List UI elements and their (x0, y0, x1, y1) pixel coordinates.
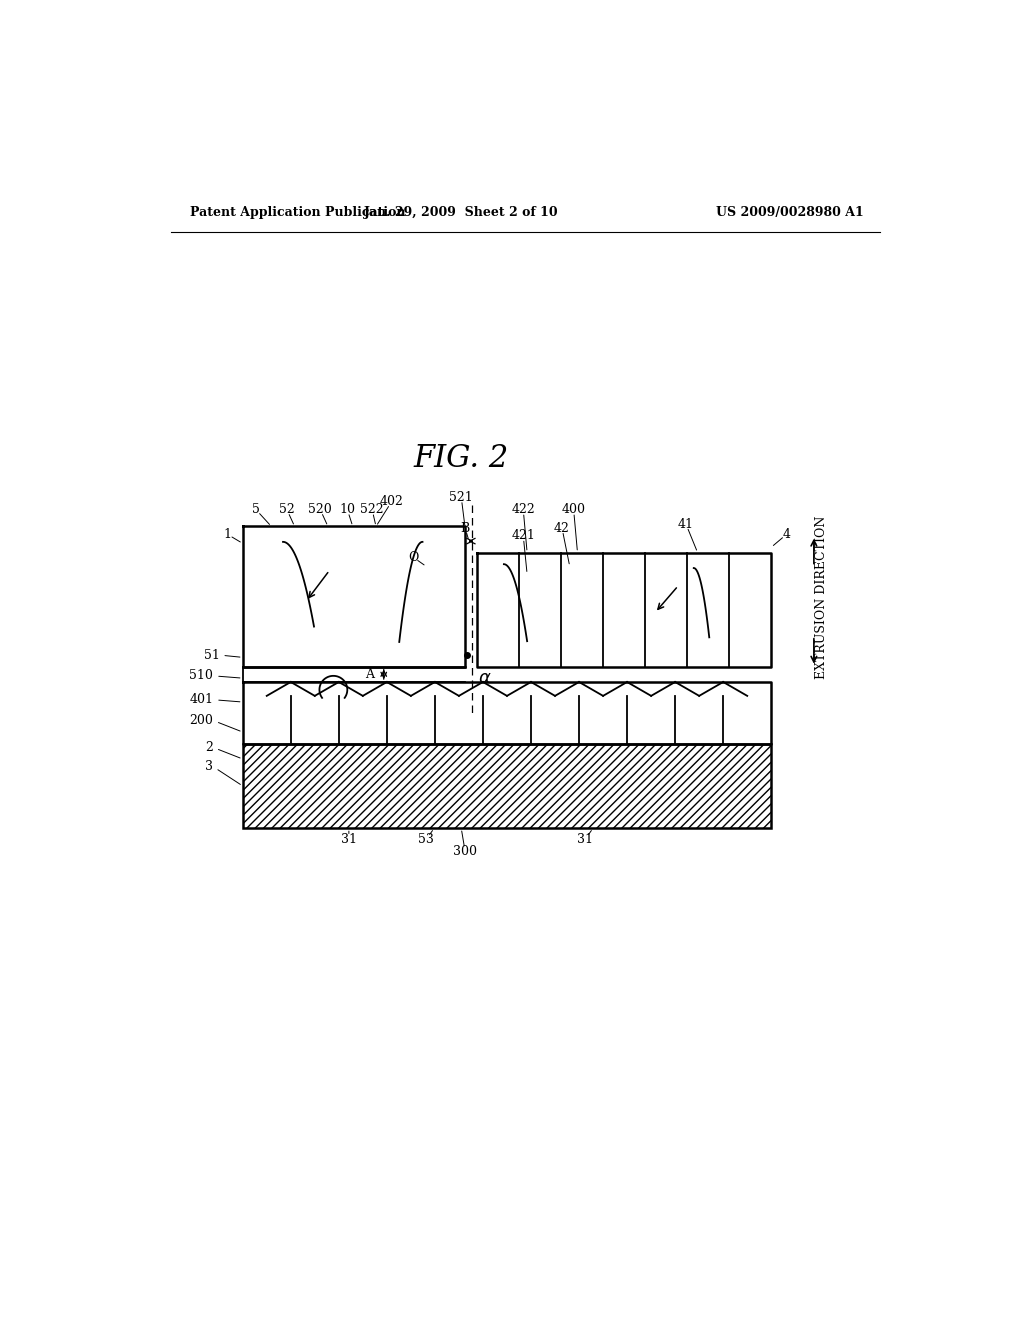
Text: 42: 42 (554, 521, 570, 535)
Text: 200: 200 (189, 714, 213, 727)
Text: 421: 421 (511, 529, 536, 543)
Text: 510: 510 (189, 669, 213, 682)
Text: 10: 10 (339, 503, 355, 516)
Bar (243, 743, 771, 829)
Text: 52: 52 (279, 503, 295, 516)
Text: 31: 31 (578, 833, 593, 846)
Text: 401: 401 (189, 693, 213, 706)
Text: 3: 3 (205, 760, 213, 774)
Text: 51: 51 (204, 648, 219, 661)
Text: 522: 522 (360, 503, 384, 516)
Text: 402: 402 (380, 495, 403, 508)
Text: FIG. 2: FIG. 2 (414, 444, 509, 474)
Text: 520: 520 (308, 503, 332, 516)
Text: 1: 1 (223, 528, 231, 541)
Text: 300: 300 (454, 845, 477, 858)
Text: 2: 2 (206, 741, 213, 754)
Text: 41: 41 (678, 517, 694, 531)
Text: 53: 53 (419, 833, 434, 846)
Text: Jan. 29, 2009  Sheet 2 of 10: Jan. 29, 2009 Sheet 2 of 10 (364, 206, 558, 219)
Text: B: B (461, 521, 470, 535)
Text: A: A (366, 668, 375, 681)
Text: 521: 521 (450, 491, 473, 504)
Text: O: O (408, 550, 419, 564)
Text: 5: 5 (252, 503, 260, 516)
Text: EXTRUSION DIRECTION: EXTRUSION DIRECTION (815, 516, 828, 678)
Text: 4: 4 (782, 528, 791, 541)
Text: $\alpha$: $\alpha$ (478, 669, 492, 686)
Text: 400: 400 (561, 503, 586, 516)
Text: Patent Application Publication: Patent Application Publication (190, 206, 406, 219)
Text: US 2009/0028980 A1: US 2009/0028980 A1 (717, 206, 864, 219)
Text: 422: 422 (511, 503, 536, 516)
Text: 31: 31 (341, 833, 357, 846)
